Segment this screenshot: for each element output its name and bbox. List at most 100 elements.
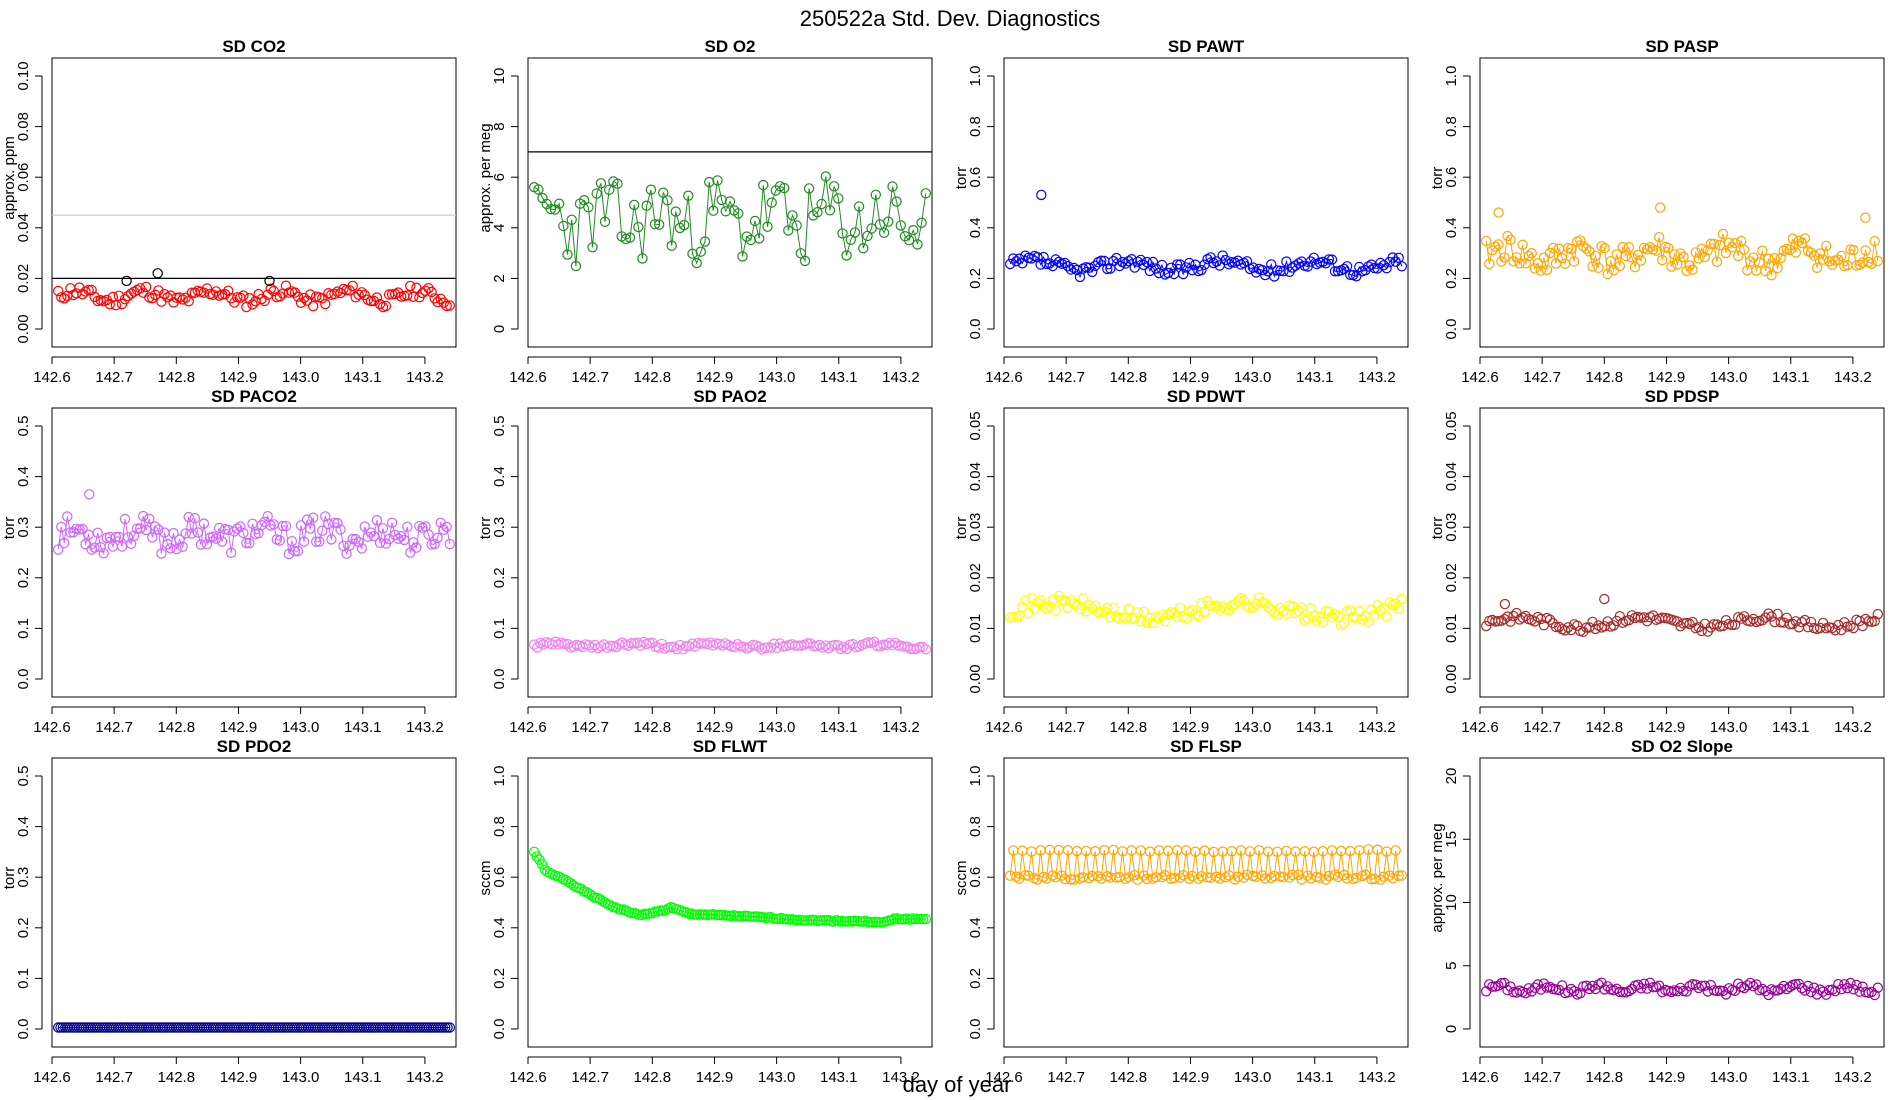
data-point	[1086, 266, 1098, 278]
y-tick-label: 0.2	[491, 968, 508, 989]
data-point	[1872, 982, 1884, 993]
data-point	[1396, 261, 1408, 272]
data-point	[1102, 602, 1113, 614]
x-tick-label: 142.6	[33, 719, 71, 736]
data-point	[663, 903, 674, 914]
data-point	[386, 517, 398, 528]
data-point	[277, 520, 288, 532]
data-point	[183, 511, 194, 523]
data-point	[68, 527, 79, 538]
data-point	[1769, 985, 1780, 996]
y-tick-label: 1.0	[967, 766, 984, 787]
data-point	[1626, 252, 1638, 263]
data-point	[423, 529, 434, 540]
x-tick-label: 142.7	[1047, 719, 1085, 736]
data-point	[1211, 600, 1222, 612]
data-point	[1396, 870, 1408, 881]
data-point	[904, 914, 916, 925]
y-tick-label: 0.00	[1443, 664, 1460, 693]
data-point	[1089, 600, 1101, 612]
data-point	[147, 292, 158, 304]
data-point	[198, 518, 210, 529]
x-tick-label: 142.7	[571, 719, 609, 736]
data-point	[1778, 245, 1789, 256]
data-point	[374, 537, 386, 549]
x-tick-label: 143.2	[1834, 369, 1872, 386]
data-point	[1799, 614, 1811, 626]
data-point	[791, 220, 802, 231]
data-point	[1269, 271, 1280, 282]
y-tick-label: 0.2	[1443, 268, 1460, 289]
plot-frame	[527, 57, 933, 348]
data-point	[432, 532, 443, 544]
data-point	[298, 292, 310, 304]
data-point	[641, 200, 652, 211]
data-point	[286, 536, 298, 547]
data-point	[621, 905, 632, 916]
data-point	[849, 227, 861, 238]
data-point	[241, 537, 252, 549]
data-point	[1535, 265, 1547, 276]
x-tick-label: 142.8	[1586, 369, 1624, 386]
data-point	[1156, 610, 1168, 621]
data-point	[1799, 233, 1811, 244]
data-point	[1032, 252, 1043, 263]
x-tick-label: 142.9	[696, 1069, 734, 1086]
data-point	[1089, 260, 1101, 271]
x-tick-label: 142.7	[1523, 1069, 1561, 1086]
y-tick-label: 0.8	[967, 816, 984, 837]
x-tick-label: 143.2	[1358, 369, 1396, 386]
data-point	[1487, 245, 1498, 256]
data-point	[1565, 243, 1577, 255]
data-point	[140, 281, 152, 293]
data-point	[587, 242, 598, 253]
data-point	[1839, 979, 1850, 990]
data-point	[1693, 622, 1704, 633]
data-point	[1520, 258, 1531, 269]
y-tick-label: 1.0	[491, 766, 508, 787]
data-point	[833, 193, 844, 204]
x-tick-label: 142.7	[1523, 719, 1561, 736]
x-tick-label: 143.2	[406, 369, 444, 386]
data-point	[1159, 870, 1171, 881]
data-point	[1869, 235, 1880, 247]
data-point	[595, 178, 607, 189]
panel-sd-flwt: SD FLWT 142.6 142.7 142.8 142.9 143.0 143.1 143…	[477, 737, 933, 1086]
data-point	[1857, 981, 1868, 992]
y-tick-label: 8	[491, 122, 508, 130]
data-point	[724, 196, 736, 207]
data-point	[765, 912, 776, 923]
x-tick-label: 143.1	[820, 719, 858, 736]
data-point	[128, 530, 140, 542]
data-point	[1062, 261, 1074, 272]
data-point	[583, 639, 595, 651]
data-point	[1080, 606, 1092, 617]
data-point	[594, 893, 606, 905]
data-point	[1845, 620, 1856, 632]
data-point	[1711, 619, 1723, 630]
data-point	[555, 872, 566, 883]
panel-sd-co2: SD CO2 142.6 142.7 142.8 142.9 143.0 143.1 143.…	[1, 37, 457, 386]
data-point	[1584, 983, 1595, 995]
x-tick-label: 142.7	[1523, 369, 1561, 386]
data-point	[839, 916, 850, 927]
data-point	[858, 242, 869, 254]
data-point	[426, 286, 437, 298]
x-tick-label: 143.0	[282, 1069, 320, 1086]
data-point	[1102, 263, 1113, 275]
data-point	[1690, 247, 1701, 258]
data-point	[1550, 621, 1562, 633]
data-point	[577, 641, 589, 653]
data-point	[332, 517, 343, 529]
data-point	[1523, 983, 1534, 994]
data-point	[238, 527, 249, 539]
y-tick-label: 0.2	[967, 268, 984, 289]
x-tick-label: 143.1	[1296, 369, 1334, 386]
data-point	[280, 520, 292, 532]
data-point	[1135, 616, 1146, 627]
y-tick-label: 0.01	[1443, 614, 1460, 643]
data-point	[699, 236, 711, 247]
data-point	[531, 851, 543, 862]
data-point	[695, 246, 707, 257]
data-point	[1129, 612, 1140, 624]
